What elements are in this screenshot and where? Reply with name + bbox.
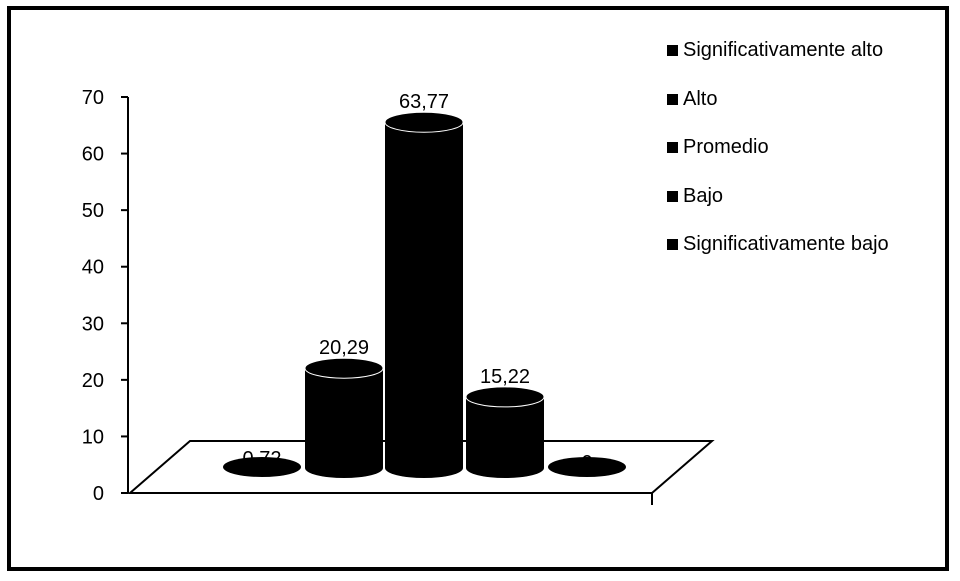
legend-label: Promedio	[683, 136, 769, 158]
bar-cylinder-body	[385, 122, 463, 478]
legend-label: Significativamente bajo	[683, 233, 889, 255]
legend-item: Alto	[667, 87, 889, 112]
y-tick-label: 20	[82, 370, 104, 392]
data-label: 15,22	[480, 366, 530, 388]
bar-cylinder-top	[304, 357, 384, 379]
chart-legend: Significativamente alto Alto Promedio Ba…	[667, 38, 889, 281]
legend-item: Bajo	[667, 184, 889, 209]
bar-cylinder-body	[305, 368, 383, 478]
bar-cylinder-top	[223, 457, 301, 477]
legend-swatch	[667, 190, 678, 202]
bar-cylinder-body	[466, 396, 544, 478]
legend-swatch	[667, 142, 678, 153]
legend-swatch	[667, 239, 678, 250]
legend-item: Promedio	[667, 135, 889, 160]
y-tick-label: 0	[93, 483, 104, 505]
legend-label: Bajo	[683, 184, 724, 207]
chart-bars	[223, 111, 626, 478]
y-tick-label: 40	[82, 257, 104, 279]
legend-label: Significativamente alto	[683, 39, 884, 61]
y-tick-label: 70	[82, 87, 104, 109]
data-label: 0,72	[243, 448, 282, 470]
y-tick-label: 10	[82, 426, 104, 448]
legend-item: Significativamente bajo	[667, 232, 889, 257]
y-tick-label: 50	[82, 200, 104, 222]
y-tick-label: 30	[82, 313, 104, 335]
chart-data-labels: 0,72 20,29 63,77 15,22 0	[243, 91, 593, 474]
legend-swatch	[667, 45, 678, 56]
legend-label: Alto	[683, 87, 718, 110]
y-tick-label: 60	[82, 144, 104, 166]
legend-swatch	[667, 93, 678, 105]
data-label: 63,77	[399, 91, 449, 113]
bar-cylinder-top	[465, 386, 545, 408]
bar-cylinder-top	[384, 111, 464, 133]
bar-cylinder-top	[548, 457, 626, 477]
legend-item: Significativamente alto	[667, 38, 889, 63]
data-label: 0	[581, 452, 592, 474]
data-label: 20,29	[319, 337, 369, 359]
